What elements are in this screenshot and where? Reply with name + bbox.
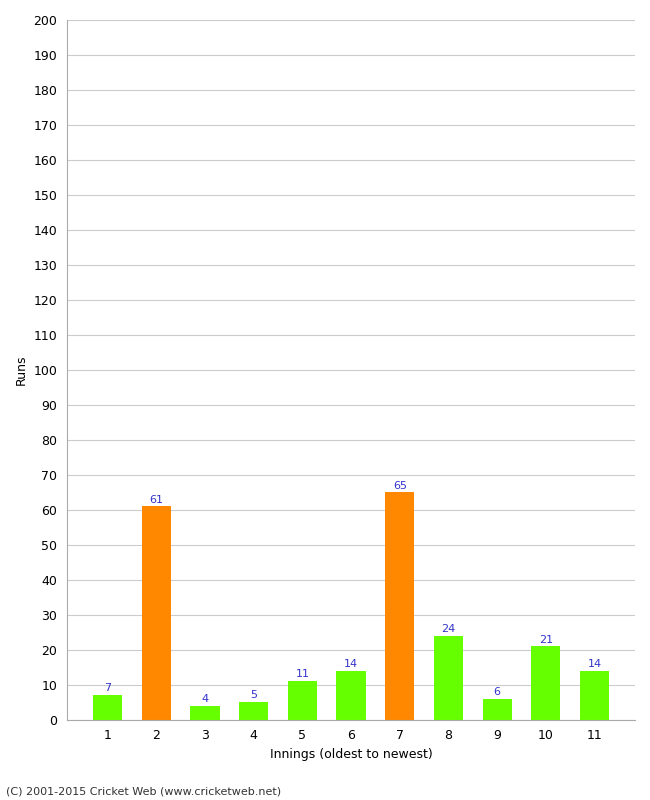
Bar xyxy=(239,702,268,720)
Bar xyxy=(190,706,220,720)
Text: 21: 21 xyxy=(539,634,553,645)
Bar xyxy=(531,646,560,720)
Text: 6: 6 xyxy=(494,687,500,697)
Text: 14: 14 xyxy=(344,659,358,669)
Text: 65: 65 xyxy=(393,481,407,490)
Text: 5: 5 xyxy=(250,690,257,701)
Bar xyxy=(142,506,171,720)
Bar xyxy=(337,670,366,720)
Text: 14: 14 xyxy=(588,659,602,669)
X-axis label: Innings (oldest to newest): Innings (oldest to newest) xyxy=(270,748,432,761)
Bar xyxy=(93,695,122,720)
Text: 24: 24 xyxy=(441,624,456,634)
Bar xyxy=(580,670,609,720)
Bar xyxy=(434,636,463,720)
Text: (C) 2001-2015 Cricket Web (www.cricketweb.net): (C) 2001-2015 Cricket Web (www.cricketwe… xyxy=(6,786,281,796)
Text: 4: 4 xyxy=(202,694,209,704)
Text: 7: 7 xyxy=(104,683,111,694)
Bar xyxy=(482,698,512,720)
Bar xyxy=(385,492,415,720)
Bar xyxy=(288,682,317,720)
Text: 11: 11 xyxy=(295,670,309,679)
Text: 61: 61 xyxy=(150,494,163,505)
Y-axis label: Runs: Runs xyxy=(15,354,28,385)
